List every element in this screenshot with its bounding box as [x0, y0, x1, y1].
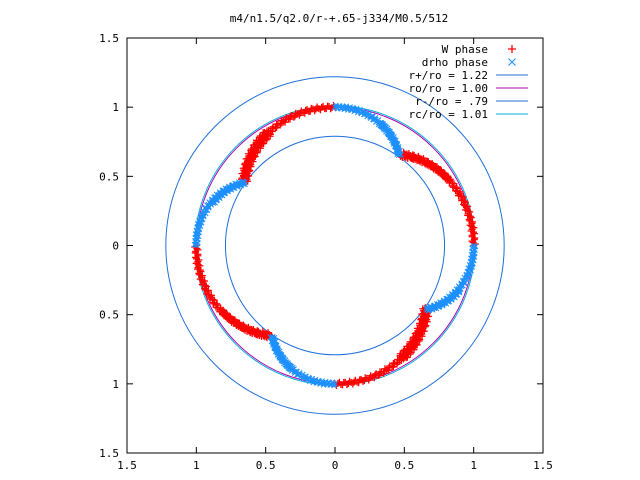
data-point-plus	[201, 285, 209, 293]
data-point-x	[241, 179, 248, 186]
data-point-plus	[374, 372, 382, 380]
x-tick-label: 0	[332, 459, 339, 472]
data-point-plus	[467, 214, 475, 222]
x-tick-label: 1	[193, 459, 200, 472]
legend-label: rc/ro = 1.01	[409, 108, 488, 121]
legend-label: r+/ro = 1.22	[409, 69, 488, 82]
data-point-plus	[359, 377, 367, 385]
y-tick-label: 1	[112, 101, 119, 114]
data-point-x	[398, 151, 404, 158]
data-point-x	[425, 307, 432, 314]
y-tick-label: 1.5	[99, 32, 119, 45]
legend-label: r-/ro = .79	[415, 95, 488, 108]
circle-r-ro-79	[224, 135, 446, 356]
x-tick-label: 1	[470, 459, 477, 472]
reference-circles	[165, 76, 505, 415]
x-tick-label: 0.5	[256, 459, 276, 472]
y-tick-label: 1.5	[99, 447, 119, 460]
data-point-plus	[288, 111, 296, 119]
y-tick-label: 0	[112, 240, 119, 253]
circle-ro-ro-1-00	[195, 106, 475, 385]
legend-label: drho phase	[422, 56, 488, 69]
axis-ticks: 1.5 1 0.5 0 0.5 1 1.51.510.500.511.5	[99, 32, 553, 472]
y-tick-label: 1	[112, 378, 119, 391]
x-tick-label: 0.5	[394, 459, 414, 472]
legend-label: W phase	[442, 43, 488, 56]
circle-r-ro-1-22	[165, 76, 505, 415]
data-point-plus	[303, 106, 311, 114]
y-tick-label: 0.5	[99, 309, 119, 322]
data-point-plus	[461, 198, 469, 206]
data-point-plus	[195, 269, 203, 277]
x-tick-label: 1.5	[533, 459, 553, 472]
y-tick-label: 0.5	[99, 170, 119, 183]
chart-title: m4/n1.5/q2.0/r-+.65-j334/M0.5/512	[230, 12, 449, 25]
legend-marker-plus	[508, 45, 516, 53]
legend-marker-x	[508, 58, 516, 66]
phase-markers	[191, 102, 479, 389]
legend-label: ro/ro = 1.00	[409, 82, 488, 95]
x-tick-label: 1.5	[117, 459, 137, 472]
data-point-x	[269, 335, 275, 342]
